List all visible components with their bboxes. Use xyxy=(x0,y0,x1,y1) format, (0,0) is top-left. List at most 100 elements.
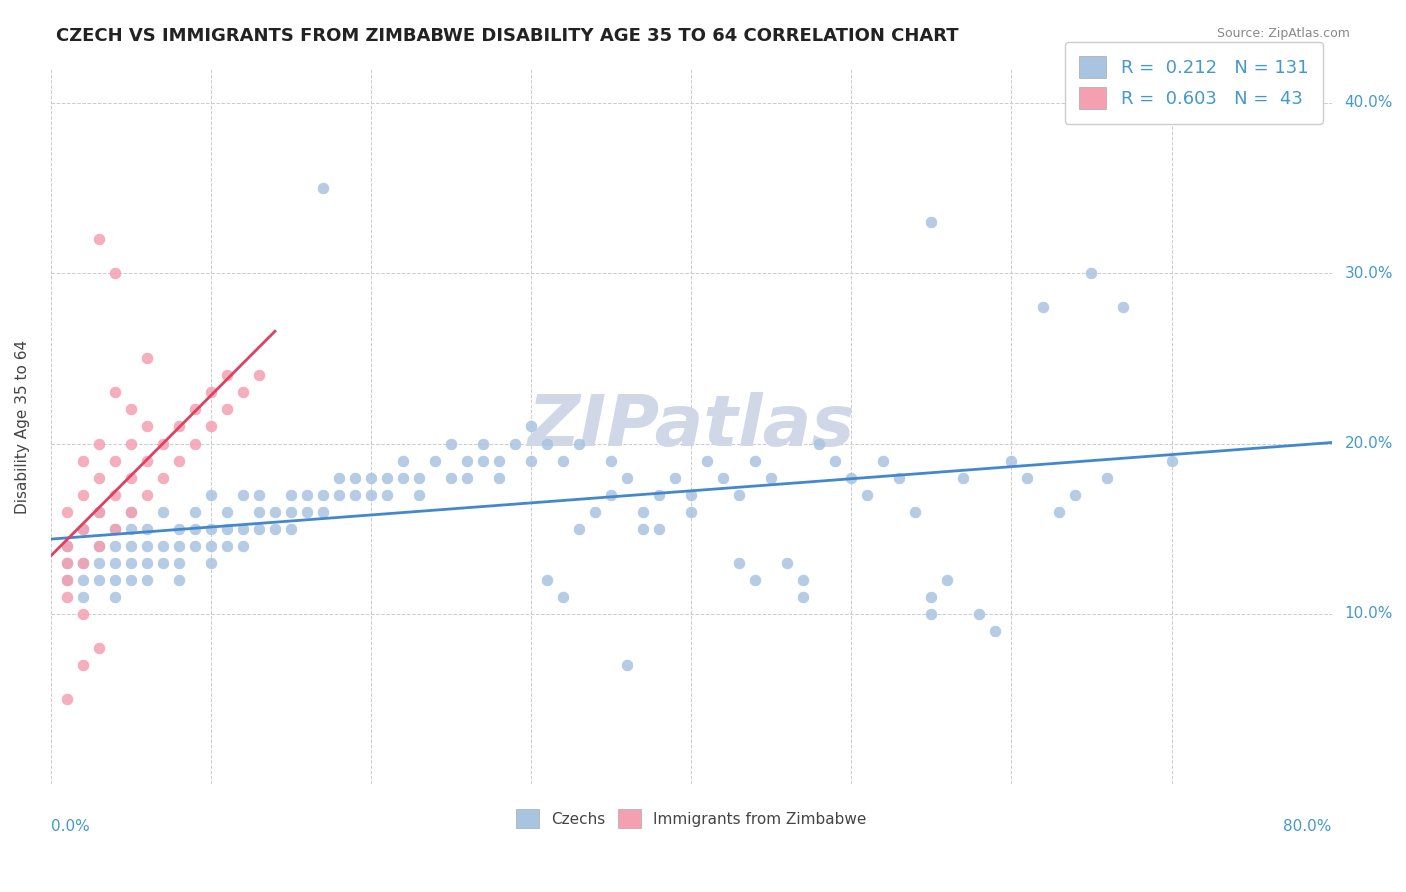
Point xyxy=(648,488,671,502)
Point xyxy=(904,505,927,519)
Point xyxy=(152,470,174,484)
Point xyxy=(488,453,510,467)
Point xyxy=(87,573,110,587)
Point xyxy=(120,505,142,519)
Point xyxy=(824,453,846,467)
Point xyxy=(135,522,157,536)
Point xyxy=(72,522,94,536)
Point xyxy=(200,539,222,553)
Point xyxy=(761,470,783,484)
Point xyxy=(56,556,79,570)
Point xyxy=(72,573,94,587)
Point xyxy=(200,419,222,434)
Point xyxy=(167,522,190,536)
Point xyxy=(87,505,110,519)
Point xyxy=(120,436,142,450)
Point xyxy=(280,488,302,502)
Point xyxy=(600,488,623,502)
Point xyxy=(456,470,478,484)
Point xyxy=(1112,300,1135,314)
Point xyxy=(120,522,142,536)
Point xyxy=(568,436,591,450)
Point xyxy=(135,453,157,467)
Point xyxy=(792,573,814,587)
Point xyxy=(104,573,127,587)
Point xyxy=(744,573,766,587)
Point xyxy=(952,470,974,484)
Point xyxy=(553,590,575,604)
Point xyxy=(120,539,142,553)
Point xyxy=(215,522,238,536)
Point xyxy=(152,436,174,450)
Point xyxy=(200,488,222,502)
Point xyxy=(215,505,238,519)
Point xyxy=(200,522,222,536)
Point xyxy=(87,436,110,450)
Point xyxy=(200,385,222,400)
Point xyxy=(104,539,127,553)
Point xyxy=(56,590,79,604)
Point xyxy=(247,488,270,502)
Point xyxy=(472,453,495,467)
Point xyxy=(72,556,94,570)
Point xyxy=(167,573,190,587)
Point xyxy=(744,453,766,467)
Point xyxy=(104,385,127,400)
Point xyxy=(392,470,415,484)
Point xyxy=(152,556,174,570)
Point xyxy=(631,505,654,519)
Point xyxy=(1160,453,1182,467)
Point xyxy=(72,607,94,621)
Point xyxy=(120,556,142,570)
Text: ZIPatlas: ZIPatlas xyxy=(527,392,855,461)
Point xyxy=(72,453,94,467)
Point xyxy=(56,692,79,706)
Point xyxy=(264,505,287,519)
Point xyxy=(167,419,190,434)
Point xyxy=(167,556,190,570)
Point xyxy=(344,470,367,484)
Point xyxy=(375,470,398,484)
Point xyxy=(423,453,446,467)
Point xyxy=(247,368,270,383)
Point xyxy=(215,539,238,553)
Point xyxy=(375,488,398,502)
Point xyxy=(215,368,238,383)
Point xyxy=(808,436,831,450)
Point xyxy=(408,488,430,502)
Point xyxy=(72,590,94,604)
Point xyxy=(120,505,142,519)
Point xyxy=(232,539,254,553)
Text: 40.0%: 40.0% xyxy=(1344,95,1393,110)
Point xyxy=(184,522,207,536)
Point xyxy=(728,556,751,570)
Point xyxy=(1017,470,1039,484)
Point xyxy=(280,505,302,519)
Point xyxy=(984,624,1007,638)
Point xyxy=(87,641,110,656)
Point xyxy=(184,402,207,417)
Point xyxy=(135,488,157,502)
Text: 20.0%: 20.0% xyxy=(1344,436,1393,451)
Point xyxy=(360,470,382,484)
Point xyxy=(344,488,367,502)
Point xyxy=(232,522,254,536)
Point xyxy=(87,232,110,246)
Point xyxy=(135,539,157,553)
Point xyxy=(488,470,510,484)
Point xyxy=(104,590,127,604)
Point xyxy=(104,488,127,502)
Point xyxy=(616,470,638,484)
Point xyxy=(889,470,911,484)
Point xyxy=(167,453,190,467)
Point xyxy=(1032,300,1054,314)
Point xyxy=(681,488,703,502)
Point xyxy=(648,522,671,536)
Point xyxy=(264,522,287,536)
Point xyxy=(135,573,157,587)
Point xyxy=(295,505,318,519)
Point xyxy=(696,453,718,467)
Point xyxy=(520,453,543,467)
Point xyxy=(135,419,157,434)
Point xyxy=(152,539,174,553)
